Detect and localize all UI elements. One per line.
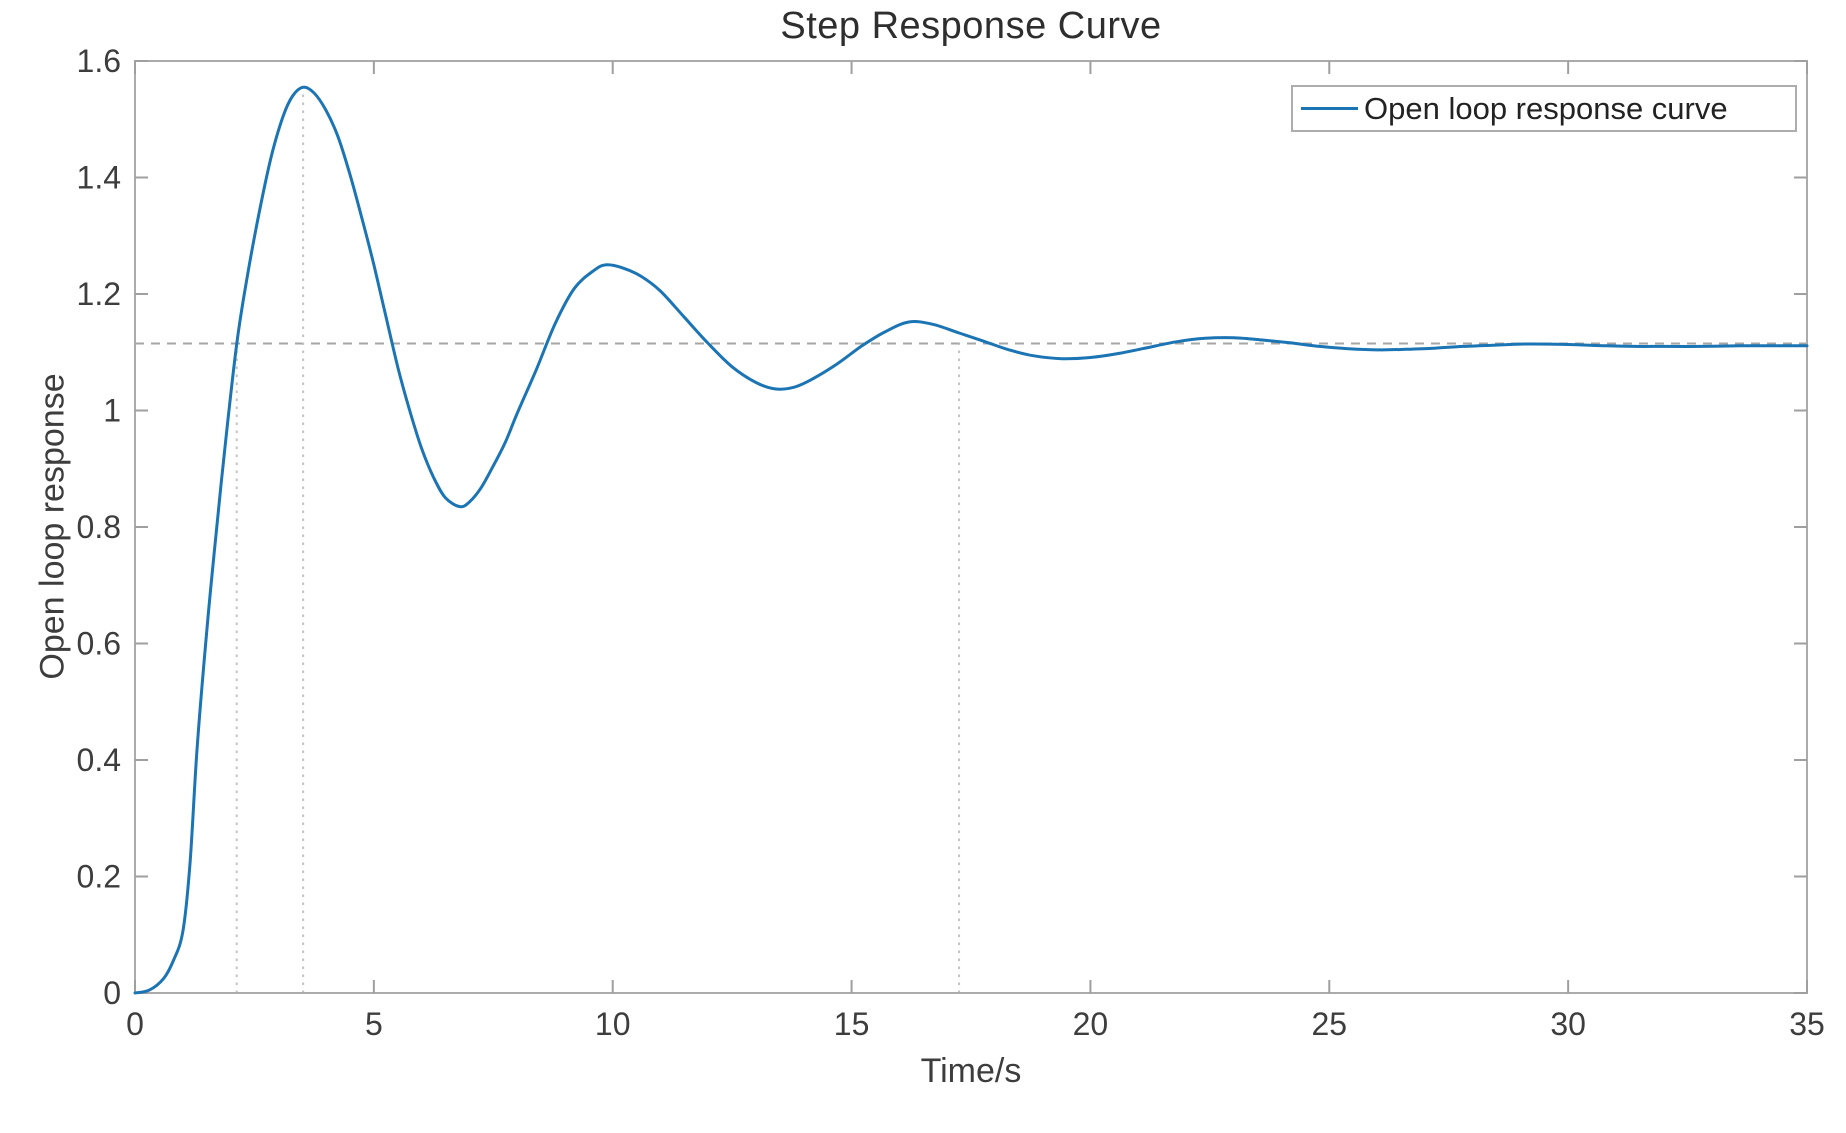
legend-line-sample	[1301, 107, 1358, 110]
y-tick-label: 0.8	[77, 509, 121, 545]
y-tick-label: 1.6	[77, 43, 121, 79]
chart-title: Step Response Curve	[780, 5, 1162, 47]
x-tick-label: 20	[1073, 1006, 1109, 1042]
x-tick-label: 0	[126, 1006, 144, 1042]
y-tick-label: 0.2	[77, 859, 121, 895]
y-tick-label: 0.4	[77, 742, 121, 778]
x-tick-label: 30	[1550, 1006, 1586, 1042]
x-tick-label: 15	[834, 1006, 870, 1042]
response-curve	[133, 85, 1809, 995]
plot-box	[134, 60, 1808, 994]
x-tick-label: 35	[1789, 1006, 1825, 1042]
legend-box: Open loop response curve	[1291, 85, 1797, 132]
x-tick-label: 25	[1311, 1006, 1347, 1042]
x-axis-label: Time/s	[920, 1052, 1022, 1090]
y-tick-label: 1	[103, 393, 121, 429]
x-tick-label: 5	[365, 1006, 383, 1042]
x-tick-label: 10	[595, 1006, 631, 1042]
y-axis-label: Open loop response	[33, 373, 72, 680]
y-tick-label: 0	[103, 975, 121, 1011]
legend-label: Open loop response curve	[1364, 90, 1728, 126]
y-tick-label: 1.2	[77, 276, 121, 312]
y-tick-label: 0.6	[77, 626, 121, 662]
y-tick-label: 1.4	[77, 160, 121, 196]
